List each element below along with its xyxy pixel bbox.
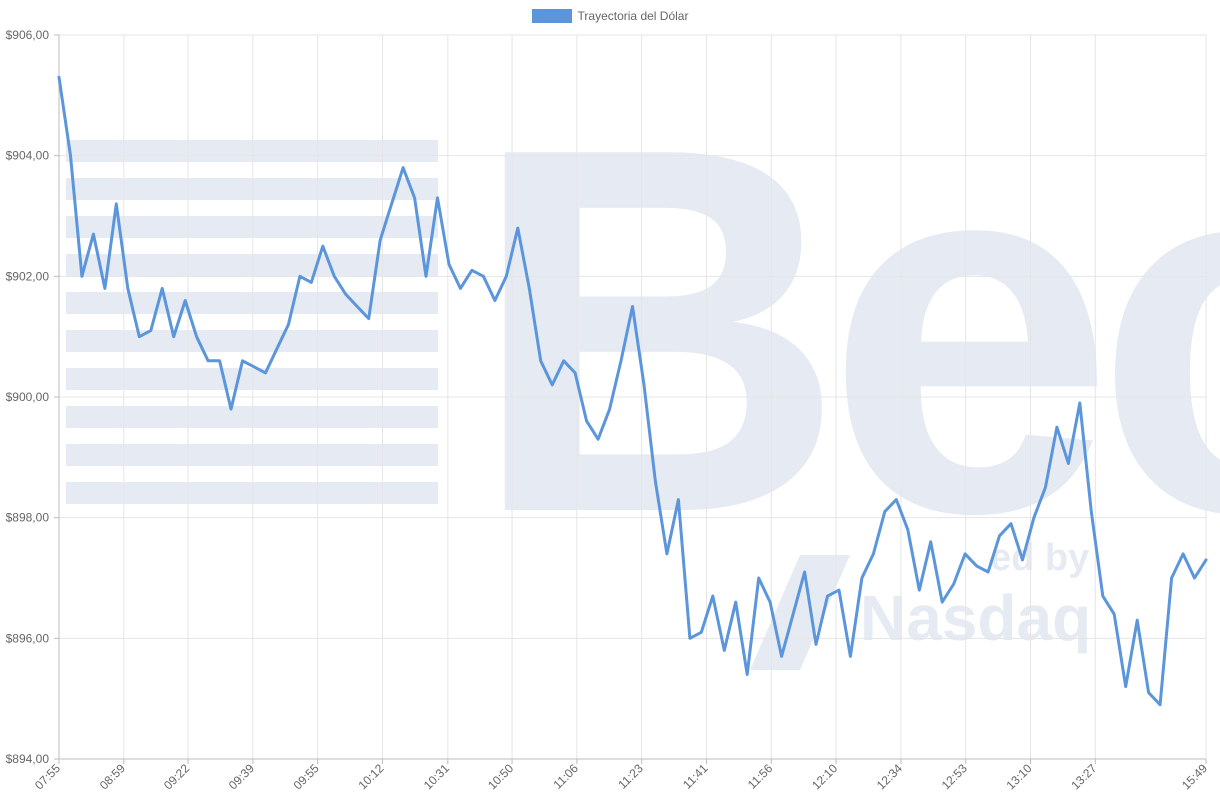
- watermark-stripe: [66, 178, 438, 200]
- x-tick-label: 10:12: [355, 761, 386, 792]
- series-layer: [57, 75, 1208, 707]
- x-tick-label: 11:23: [615, 761, 646, 792]
- y-axis-ticks: $894,00 $896,00 $898,00 $900,00 $902,00 $904,…: [6, 28, 59, 766]
- watermark-stripe: [66, 444, 438, 466]
- y-tick-label: $902,00: [6, 269, 50, 283]
- x-tick-label: 13:10: [1003, 761, 1034, 792]
- x-tick-label: 12:34: [874, 761, 905, 792]
- x-tick-label: 11:06: [550, 761, 581, 792]
- x-tick-label: 11:41: [680, 761, 711, 792]
- x-tick-label: 12:10: [809, 761, 840, 792]
- x-tick-label: 10:31: [421, 761, 452, 792]
- watermark-stripe: [66, 368, 438, 390]
- x-tick-label: 12:53: [939, 761, 970, 792]
- watermark-stripe: [66, 406, 438, 428]
- watermark-stripe: [66, 482, 438, 504]
- watermark-stripe: [66, 140, 438, 162]
- y-tick-label: $904,00: [6, 149, 50, 163]
- y-tick-label: $896,00: [6, 631, 50, 645]
- x-tick-label: 11:56: [745, 761, 776, 792]
- watermark-stripe: [66, 254, 438, 276]
- x-tick-label: 15:49: [1179, 761, 1210, 792]
- x-tick-label: 10:50: [485, 761, 516, 792]
- watermark-sub-text-2: Nasdaq: [860, 582, 1091, 654]
- x-tick-label: 09:55: [291, 761, 322, 792]
- legend-swatch: [531, 9, 572, 23]
- watermark-letters: Bec: [470, 40, 1220, 621]
- series-line: [57, 75, 1208, 707]
- x-tick-label: 09:39: [226, 761, 257, 792]
- x-tick-label: 13:27: [1068, 761, 1099, 792]
- watermark-stripe: [66, 330, 438, 352]
- x-tick-label: 09:22: [161, 761, 192, 792]
- y-tick-label: $900,00: [6, 390, 50, 404]
- y-tick-label: $894,00: [6, 752, 50, 766]
- watermark-slash: [750, 555, 850, 670]
- watermark-sub-text: ed by: [990, 537, 1089, 579]
- watermark-stripe: [66, 216, 438, 238]
- y-tick-label: $898,00: [6, 511, 50, 525]
- y-tick-label: $906,00: [6, 28, 50, 42]
- legend-label: Trayectoria del Dólar: [577, 9, 689, 23]
- x-axis-ticks: 07:55 08:59 09:22 09:39 09:55 10:12 10:31 10:50…: [32, 759, 1210, 792]
- chart-legend[interactable]: Trayectoria del Dólar: [0, 9, 1220, 23]
- axes: [54, 35, 1206, 764]
- x-tick-label: 08:59: [97, 761, 128, 792]
